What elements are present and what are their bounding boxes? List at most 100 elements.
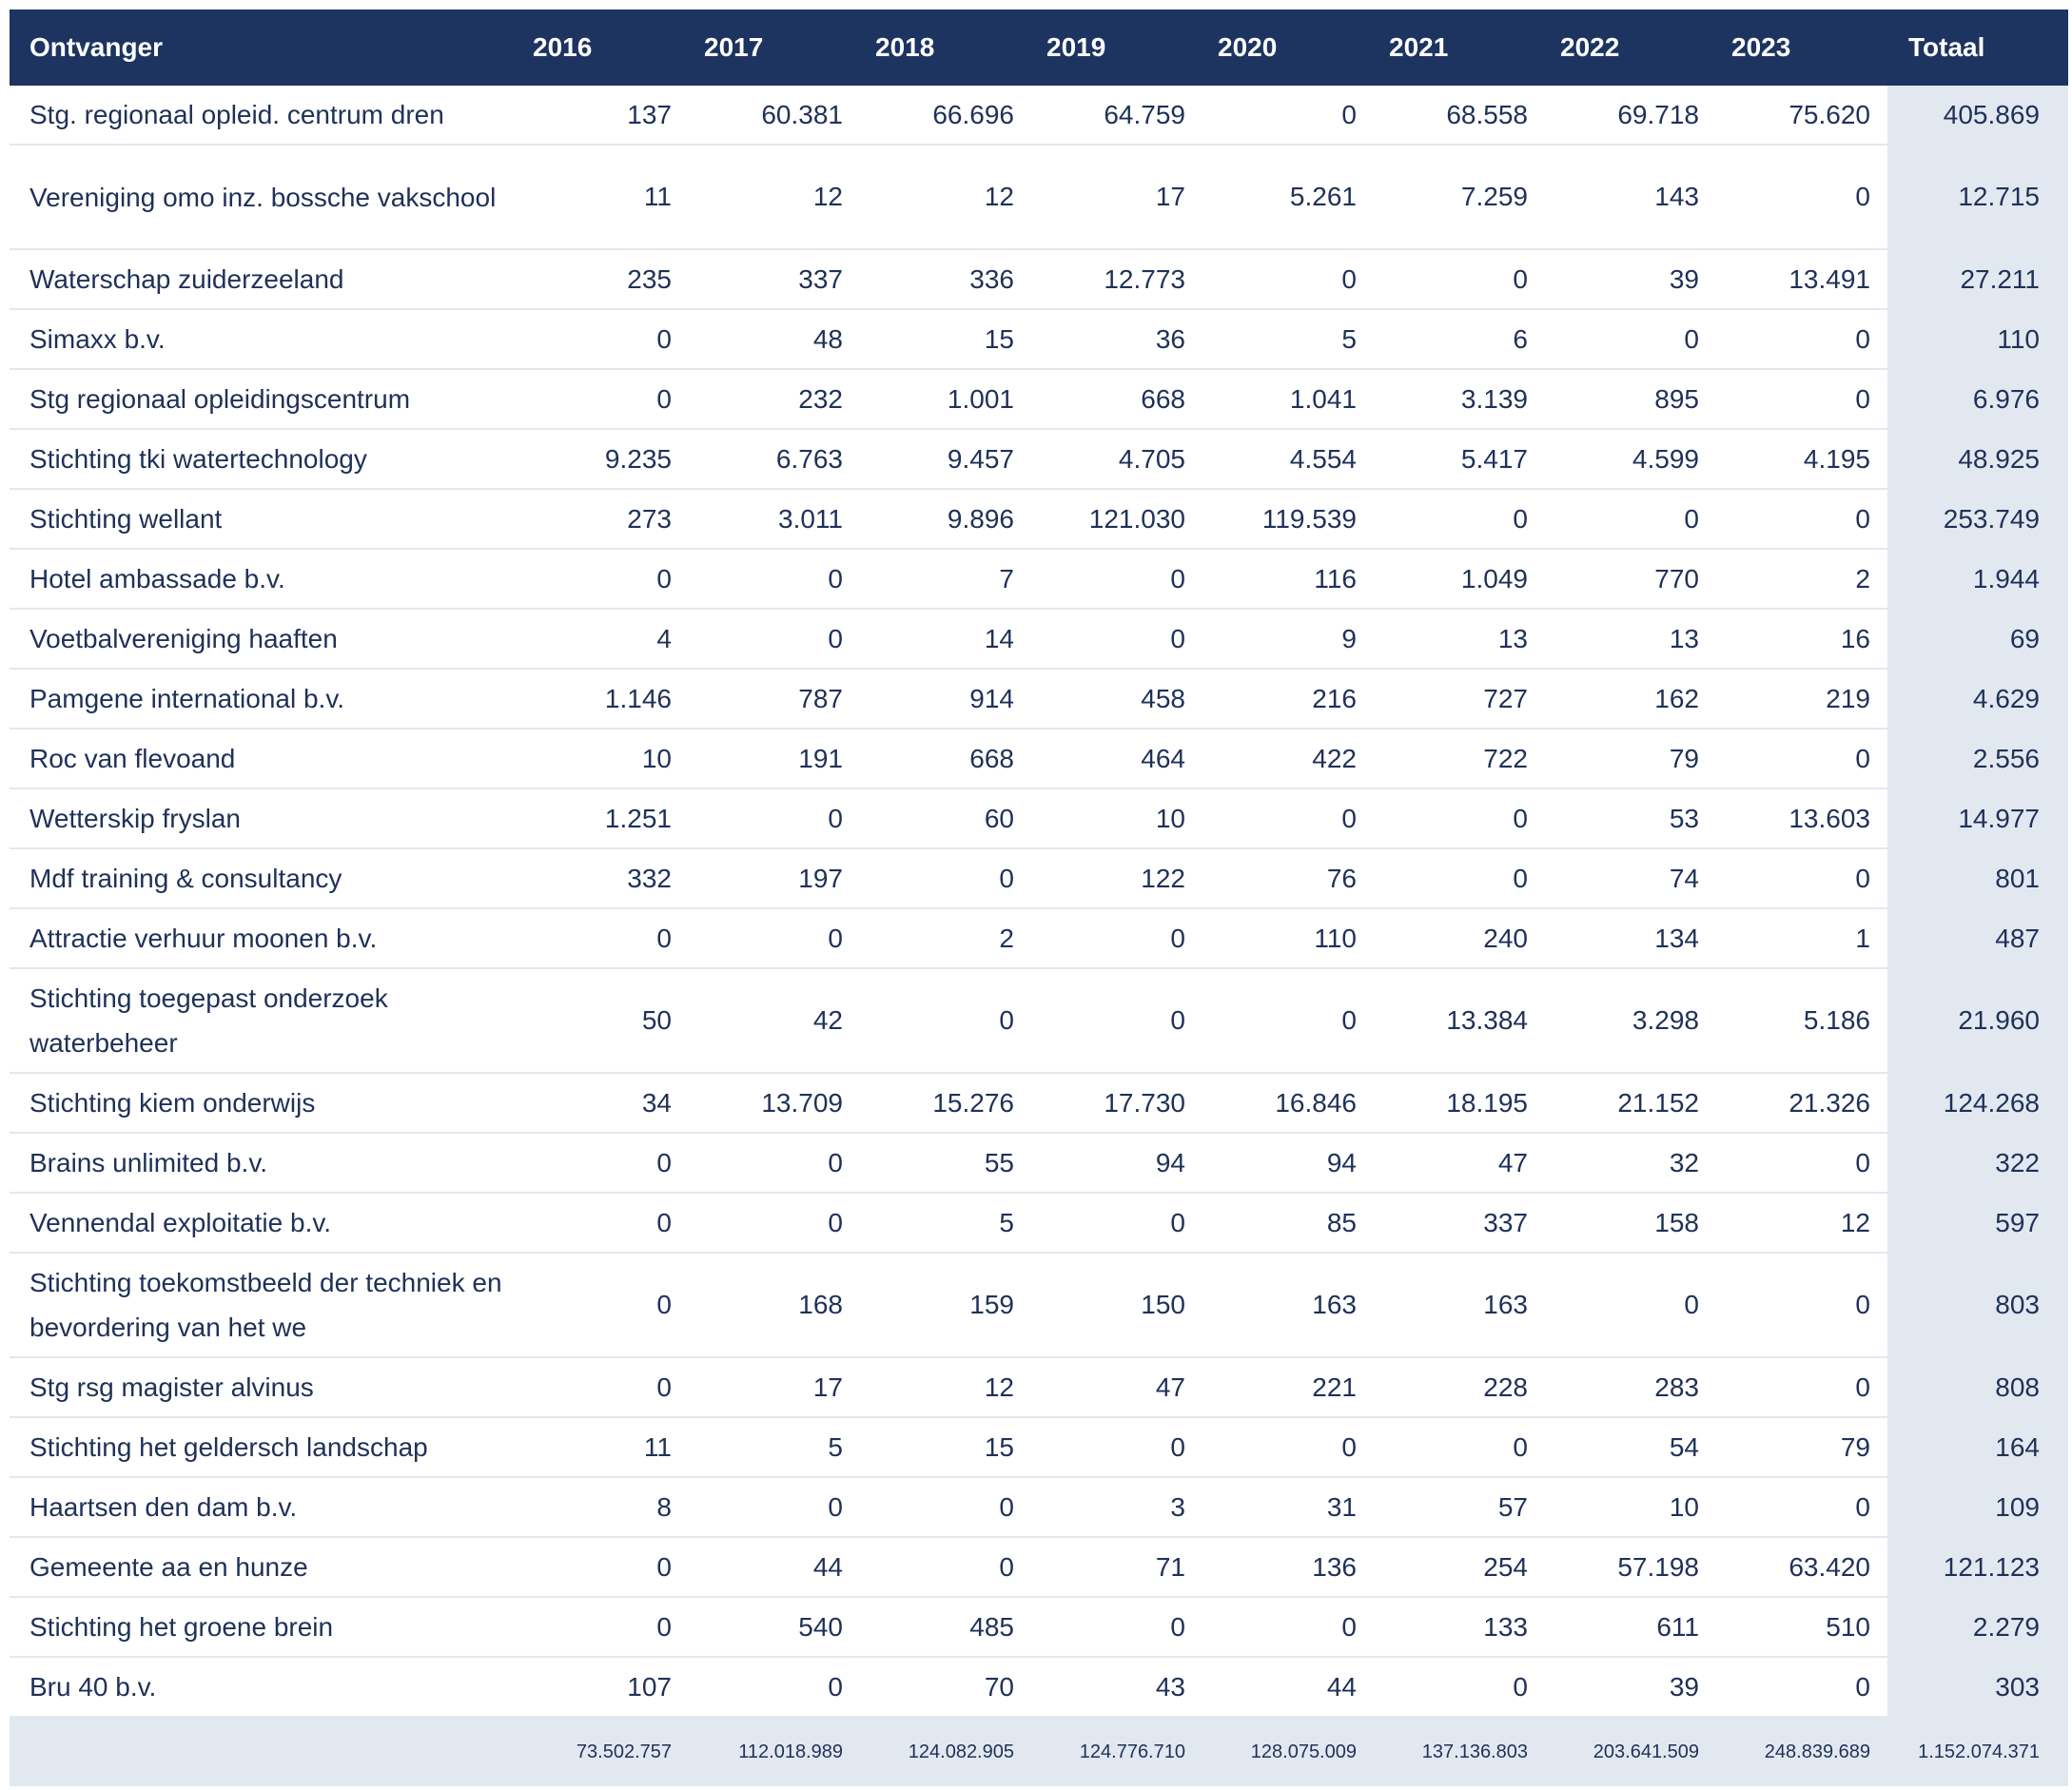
year-value-cell: 94	[1031, 1133, 1202, 1194]
year-value-cell: 0	[1031, 908, 1202, 969]
year-value-cell: 422	[1202, 729, 1374, 789]
column-header-year[interactable]: 2020	[1202, 10, 1374, 86]
column-header-total[interactable]: Totaal	[1887, 10, 2068, 86]
table-row[interactable]: Roc van flevoand 10 191 668 464 422 722 79 0 2.55…	[10, 729, 2068, 789]
year-value-cell: 21.152	[1545, 1073, 1716, 1134]
year-total-cell: 248.839.689	[1716, 1717, 1887, 1786]
year-value-cell: 0	[1031, 1193, 1202, 1254]
column-header-year[interactable]: 2016	[518, 10, 689, 86]
column-header-year[interactable]: 2022	[1545, 10, 1716, 86]
year-value-cell: 787	[689, 669, 860, 730]
year-value-cell: 0	[1202, 968, 1374, 1074]
table-row[interactable]: Simaxx b.v. 0 48 15 36 5 6 0 0 110	[10, 309, 2068, 370]
year-value-cell: 119.539	[1202, 489, 1374, 550]
year-value-cell: 42	[689, 968, 860, 1074]
row-total-cell: 14.977	[1887, 788, 2068, 849]
table-row[interactable]: Attractie verhuur moonen b.v. 0 0 2 0 110 240 1…	[10, 908, 2068, 969]
year-value-cell: 332	[518, 848, 689, 909]
year-value-cell: 16.846	[1202, 1073, 1374, 1134]
table-row[interactable]: Stg rsg magister alvinus 0 17 12 47 221 228 283…	[10, 1357, 2068, 1418]
table-row[interactable]: Stg. regionaal opleid. centrum dren 137 60…	[10, 86, 2068, 146]
year-value-cell: 510	[1716, 1597, 1887, 1658]
recipient-name-cell: Stichting wellant	[10, 489, 518, 550]
year-value-cell: 337	[689, 249, 860, 310]
year-value-cell: 0	[1374, 489, 1545, 550]
year-value-cell: 15	[860, 309, 1031, 370]
table-row[interactable]: Stichting wellant 273 3.011 9.896 121.030 119…	[10, 489, 2068, 550]
row-total-cell: 405.869	[1887, 86, 2068, 146]
year-value-cell: 0	[1374, 1417, 1545, 1478]
year-value-cell: 4	[518, 609, 689, 670]
table-row[interactable]: Stichting kiem onderwijs 34 13.709 15.276 17…	[10, 1073, 2068, 1134]
table-row[interactable]: Waterschap zuiderzeeland 235 337 336 12.773 0…	[10, 249, 2068, 310]
year-value-cell: 5.417	[1374, 429, 1545, 490]
table-row[interactable]: Vennendal exploitatie b.v. 0 0 5 0 85 337 158 12…	[10, 1193, 2068, 1254]
recipient-name-cell: Attractie verhuur moonen b.v.	[10, 908, 518, 969]
row-total-cell: 109	[1887, 1477, 2068, 1538]
table-row[interactable]: Stichting tki watertechnology 9.235 6.763 9…	[10, 429, 2068, 490]
column-header-recipient[interactable]: Ontvanger	[10, 10, 518, 86]
table-row[interactable]: Pamgene international b.v. 1.146 787 914 458…	[10, 669, 2068, 730]
year-value-cell: 221	[1202, 1357, 1374, 1418]
row-total-cell: 1.944	[1887, 549, 2068, 610]
year-value-cell: 121.030	[1031, 489, 1202, 550]
table-row[interactable]: Voetbalvereniging haaften 4 0 14 0 9 13 13 16 69	[10, 609, 2068, 670]
row-total-cell: 6.976	[1887, 369, 2068, 430]
row-total-cell: 21.960	[1887, 968, 2068, 1074]
recipient-name-cell: Gemeente aa en hunze	[10, 1537, 518, 1598]
table-row[interactable]: Wetterskip fryslan 1.251 0 60 10 0 0 53 13.603 14…	[10, 788, 2068, 849]
table-row[interactable]: Haartsen den dam b.v. 8 0 0 3 31 57 10 0 109	[10, 1477, 2068, 1538]
year-value-cell: 10	[518, 729, 689, 789]
year-value-cell: 107	[518, 1657, 689, 1718]
year-value-cell: 12.773	[1031, 249, 1202, 310]
year-value-cell: 110	[1202, 908, 1374, 969]
recipients-table: Ontvanger 2016 2017 2018 2019 2020 2021 …	[10, 10, 2068, 1786]
table-row[interactable]: Stg regionaal opleidingscentrum 0 232 1.001…	[10, 369, 2068, 430]
table-row[interactable]: Stichting toekomstbeeld der techniek en …	[10, 1253, 2068, 1358]
column-header-year[interactable]: 2023	[1716, 10, 1887, 86]
table-row[interactable]: Mdf training & consultancy 332 197 0 122 76 0 7…	[10, 848, 2068, 909]
table-row[interactable]: Hotel ambassade b.v. 0 0 7 0 116 1.049 770 2 1.94…	[10, 549, 2068, 610]
row-total-cell: 803	[1887, 1253, 2068, 1358]
row-total-cell: 253.749	[1887, 489, 2068, 550]
column-header-year[interactable]: 2018	[860, 10, 1031, 86]
row-total-cell: 808	[1887, 1357, 2068, 1418]
year-value-cell: 0	[1716, 1253, 1887, 1358]
table-row[interactable]: Brains unlimited b.v. 0 0 55 94 94 47 32 0 322	[10, 1133, 2068, 1194]
year-value-cell: 0	[860, 968, 1031, 1074]
column-header-year[interactable]: 2021	[1374, 10, 1545, 86]
row-total-cell: 322	[1887, 1133, 2068, 1194]
year-value-cell: 722	[1374, 729, 1545, 789]
year-value-cell: 60.381	[689, 86, 860, 146]
year-value-cell: 0	[1202, 1597, 1374, 1658]
year-value-cell: 228	[1374, 1357, 1545, 1418]
year-value-cell: 32	[1545, 1133, 1716, 1194]
table-row[interactable]: Gemeente aa en hunze 0 44 0 71 136 254 57.198 63…	[10, 1537, 2068, 1598]
table-row[interactable]: Stichting het groene brein 0 540 485 0 0 133 61…	[10, 1597, 2068, 1658]
table-row[interactable]: Vereniging omo inz. bossche vakschool 11 1…	[10, 145, 2068, 250]
year-value-cell: 895	[1545, 369, 1716, 430]
year-value-cell: 53	[1545, 788, 1716, 849]
row-total-cell: 487	[1887, 908, 2068, 969]
year-value-cell: 0	[1374, 249, 1545, 310]
table-row[interactable]: Stichting het geldersch landschap 11 5 15 0 0…	[10, 1417, 2068, 1478]
year-value-cell: 54	[1545, 1417, 1716, 1478]
table-row[interactable]: Bru 40 b.v. 107 0 70 43 44 0 39 0 303	[10, 1657, 2068, 1718]
recipient-name-cell: Stichting toekomstbeeld der techniek en …	[10, 1253, 518, 1358]
column-header-year[interactable]: 2017	[689, 10, 860, 86]
year-value-cell: 0	[1716, 1357, 1887, 1418]
year-value-cell: 14	[860, 609, 1031, 670]
year-value-cell: 0	[518, 1597, 689, 1658]
year-value-cell: 0	[518, 1253, 689, 1358]
year-value-cell: 0	[518, 908, 689, 969]
recipient-name-cell: Mdf training & consultancy	[10, 848, 518, 909]
table-row[interactable]: Stichting toegepast onderzoek waterbehee…	[10, 968, 2068, 1074]
year-value-cell: 0	[689, 549, 860, 610]
year-value-cell: 150	[1031, 1253, 1202, 1358]
year-value-cell: 668	[860, 729, 1031, 789]
year-value-cell: 13	[1374, 609, 1545, 670]
year-value-cell: 0	[1374, 1657, 1545, 1718]
year-value-cell: 94	[1202, 1133, 1374, 1194]
column-header-year[interactable]: 2019	[1031, 10, 1202, 86]
year-value-cell: 0	[1031, 609, 1202, 670]
